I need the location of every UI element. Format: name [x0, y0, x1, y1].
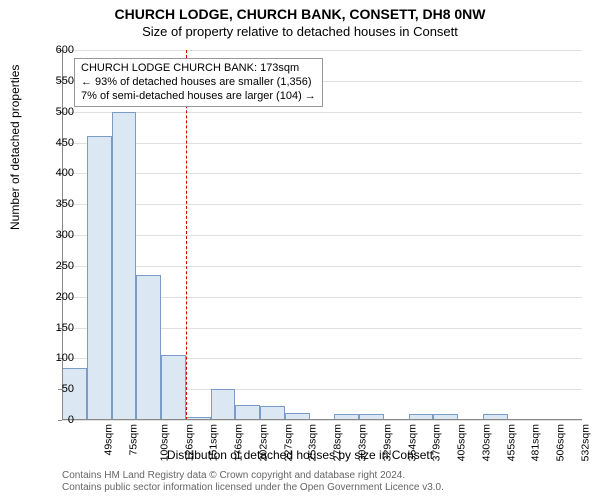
gridline	[62, 266, 582, 267]
gridline	[62, 235, 582, 236]
info-box-line: 7% of semi-detached houses are larger (1…	[81, 90, 316, 104]
ytick-label: 350	[34, 198, 74, 210]
gridline	[62, 143, 582, 144]
ytick-label: 400	[34, 167, 74, 179]
plot-area: 49sqm75sqm100sqm126sqm151sqm176sqm202sqm…	[62, 50, 582, 420]
ytick-label: 300	[34, 229, 74, 241]
chart-title: CHURCH LODGE, CHURCH BANK, CONSETT, DH8 …	[0, 0, 600, 22]
ytick-label: 450	[34, 137, 74, 149]
gridline	[62, 204, 582, 205]
bar	[136, 275, 161, 420]
x-axis-line	[62, 419, 582, 420]
ytick-label: 100	[34, 352, 74, 364]
chart-container: CHURCH LODGE, CHURCH BANK, CONSETT, DH8 …	[0, 0, 600, 500]
bar	[161, 355, 186, 420]
bar	[260, 406, 285, 420]
y-axis-label: Number of detached properties	[8, 65, 22, 230]
ytick-label: 50	[34, 383, 74, 395]
bar	[87, 136, 112, 420]
ytick-label: 250	[34, 260, 74, 272]
gridline	[62, 173, 582, 174]
info-box-line: ← 93% of detached houses are smaller (1,…	[81, 76, 316, 90]
chart-subtitle: Size of property relative to detached ho…	[0, 22, 600, 39]
footer-attribution: Contains HM Land Registry data © Crown c…	[62, 470, 444, 493]
ytick-label: 150	[34, 322, 74, 334]
gridline	[62, 112, 582, 113]
ytick-label: 500	[34, 106, 74, 118]
footer-line-2: Contains public sector information licen…	[62, 482, 444, 494]
ytick-label: 0	[34, 414, 74, 426]
bar	[112, 112, 137, 420]
gridline	[62, 420, 582, 421]
ytick-label: 600	[34, 44, 74, 56]
ytick-label: 550	[34, 75, 74, 87]
footer-line-1: Contains HM Land Registry data © Crown c…	[62, 470, 444, 482]
info-box-line: CHURCH LODGE CHURCH BANK: 173sqm	[81, 62, 316, 76]
info-box: CHURCH LODGE CHURCH BANK: 173sqm← 93% of…	[74, 58, 323, 107]
ytick-label: 200	[34, 291, 74, 303]
bar	[211, 389, 236, 420]
gridline	[62, 50, 582, 51]
bar	[235, 405, 260, 420]
x-axis-label: Distribution of detached houses by size …	[0, 448, 600, 462]
